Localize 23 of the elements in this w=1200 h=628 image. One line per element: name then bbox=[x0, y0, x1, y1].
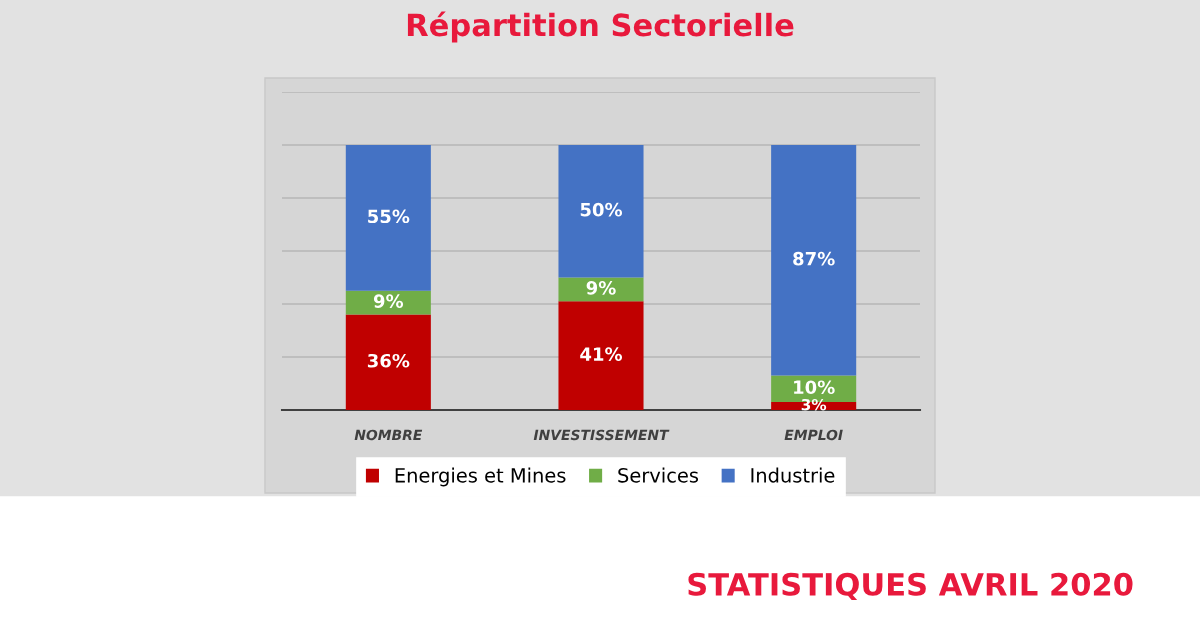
legend-label: Energies et Mines bbox=[395, 467, 566, 487]
bar bbox=[345, 290, 431, 315]
data-label: 9% bbox=[586, 281, 616, 295]
data-label: 9% bbox=[373, 294, 404, 308]
chart-title: Répartition Sectorielle bbox=[407, 11, 794, 43]
data-label: 10% bbox=[794, 380, 835, 395]
legend-label: Services bbox=[618, 467, 699, 483]
bar bbox=[345, 314, 431, 410]
text: STATISTIQUES AVRIL 2020 bbox=[688, 572, 1133, 600]
data-label: 55% bbox=[368, 209, 410, 224]
x-tick-label: INVESTISSEMENT bbox=[533, 429, 670, 441]
data-label: 41% bbox=[580, 347, 623, 361]
bar bbox=[771, 145, 857, 376]
data-label: 3% bbox=[801, 398, 827, 411]
bar bbox=[558, 301, 644, 410]
bar bbox=[558, 145, 644, 278]
data-label: 50% bbox=[580, 202, 623, 217]
x-tick-label: NOMBRE bbox=[354, 429, 423, 441]
x-tick-label: EMPLOI bbox=[784, 429, 843, 441]
bar bbox=[345, 145, 431, 291]
data-label: 36% bbox=[367, 353, 410, 368]
data-label: 87% bbox=[793, 251, 835, 266]
legend-label: Industrie bbox=[751, 467, 835, 483]
